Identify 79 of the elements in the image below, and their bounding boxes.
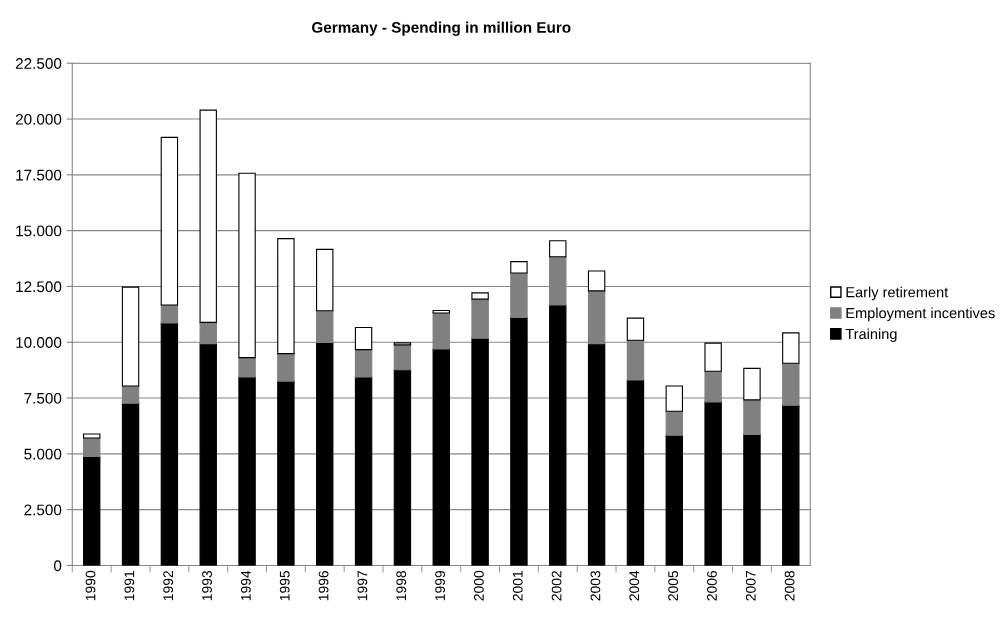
bar bbox=[199, 109, 217, 323]
x-tick-label: 2006 bbox=[707, 570, 717, 601]
y-tick-label: 12.500 bbox=[16, 281, 62, 293]
x-tick-label: 1990 bbox=[85, 570, 96, 601]
x-tick-label: 2003 bbox=[590, 570, 601, 601]
x-tick-label: 2002 bbox=[551, 571, 562, 601]
x-tick-label: 1993 bbox=[202, 570, 212, 601]
x-tick-label: 2005 bbox=[668, 570, 679, 601]
bar bbox=[160, 304, 179, 324]
bar bbox=[393, 344, 412, 371]
x-tick-label: 2001 bbox=[512, 570, 523, 601]
bar bbox=[510, 316, 528, 566]
legend-label: Employment incentives bbox=[846, 307, 995, 322]
x-tick-label: 1996 bbox=[318, 570, 329, 601]
bar bbox=[665, 410, 684, 436]
bar bbox=[587, 270, 606, 292]
bar bbox=[121, 286, 140, 387]
bar bbox=[665, 434, 684, 566]
bar bbox=[393, 342, 412, 346]
bar bbox=[354, 326, 373, 351]
bar bbox=[432, 309, 450, 314]
y-tick-label: 15.000 bbox=[16, 225, 62, 237]
bar bbox=[238, 376, 256, 566]
y-tick-label: 22.500 bbox=[15, 58, 62, 69]
y-tick-label: 20.000 bbox=[15, 113, 62, 125]
bar bbox=[277, 353, 295, 382]
x-tick-label: 2008 bbox=[784, 570, 795, 601]
x-tick-label: 2007 bbox=[745, 571, 756, 601]
x-tick-label: 1998 bbox=[396, 570, 407, 601]
bar bbox=[82, 455, 101, 566]
bar bbox=[743, 399, 761, 435]
y-tick-label: 10.000 bbox=[16, 337, 62, 348]
bar bbox=[160, 322, 179, 566]
bar bbox=[238, 357, 256, 378]
bar bbox=[782, 332, 800, 364]
bar bbox=[238, 172, 256, 359]
bar bbox=[82, 433, 101, 439]
bar bbox=[121, 402, 140, 566]
bar bbox=[316, 341, 334, 566]
x-tick-label: 2000 bbox=[473, 570, 484, 601]
bar bbox=[704, 401, 722, 566]
x-tick-label: 1992 bbox=[163, 571, 174, 601]
y-tick-label: 5.000 bbox=[24, 448, 62, 460]
bar bbox=[626, 379, 645, 566]
bar bbox=[587, 343, 606, 566]
y-tick-label: 17.500 bbox=[16, 169, 62, 181]
bar bbox=[393, 369, 412, 566]
y-tick-label: 7.500 bbox=[24, 392, 62, 404]
bar bbox=[510, 261, 528, 274]
bar bbox=[432, 348, 450, 566]
legend-label: Training bbox=[845, 328, 897, 343]
x-tick-label: 1999 bbox=[435, 570, 445, 601]
bar bbox=[665, 385, 684, 412]
bar bbox=[782, 404, 800, 566]
bar bbox=[277, 238, 295, 355]
bar bbox=[354, 376, 373, 566]
bar bbox=[277, 380, 295, 566]
bar bbox=[316, 248, 334, 312]
legend-label: Early retirement bbox=[846, 286, 949, 301]
x-tick-label: 1991 bbox=[124, 570, 135, 601]
bar bbox=[743, 433, 761, 566]
bar bbox=[626, 317, 645, 341]
bar bbox=[160, 136, 179, 306]
bar bbox=[199, 343, 217, 566]
bar bbox=[549, 304, 567, 566]
y-tick-label: 2.500 bbox=[24, 504, 62, 516]
bar bbox=[471, 337, 489, 566]
x-tick-label: 1995 bbox=[279, 570, 290, 601]
bar bbox=[549, 240, 567, 258]
bar bbox=[471, 292, 489, 300]
bar bbox=[743, 367, 761, 401]
x-tick-label: 1994 bbox=[240, 570, 251, 601]
x-tick-label: 2004 bbox=[629, 570, 640, 601]
chart-title: Germany - Spending in million Euro bbox=[312, 21, 571, 36]
bar bbox=[704, 342, 722, 372]
bar bbox=[354, 349, 373, 378]
x-tick-label: 1997 bbox=[357, 571, 368, 601]
y-tick-label: 0 bbox=[53, 560, 62, 572]
bar bbox=[471, 298, 489, 339]
